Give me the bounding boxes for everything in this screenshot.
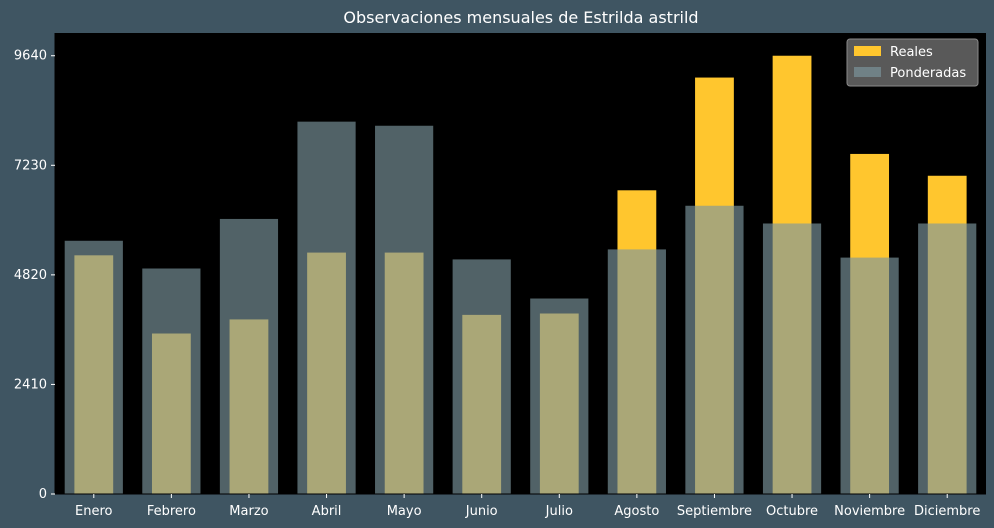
x-tick-label: Noviembre: [834, 504, 905, 519]
x-tick-label: Enero: [75, 504, 113, 519]
x-tick-label: Junio: [465, 504, 498, 519]
bar-ponderadas-septiembre: [685, 205, 744, 494]
x-tick-label: Septiembre: [677, 504, 752, 519]
y-tick-label: 2410: [14, 377, 47, 392]
chart-title: Observaciones mensuales de Estrilda astr…: [343, 8, 698, 27]
bar-ponderadas-noviembre: [840, 257, 899, 494]
bar-ponderadas-octubre: [762, 223, 822, 494]
plot-area: [55, 33, 986, 494]
y-tick-label: 0: [39, 487, 47, 502]
bar-ponderadas-febrero: [142, 268, 201, 494]
bar-ponderadas-diciembre: [918, 223, 977, 494]
bar-ponderadas-agosto: [607, 249, 666, 494]
y-tick-label: 7230: [14, 158, 47, 173]
x-tick-label: Marzo: [229, 504, 268, 519]
x-tick-label: Diciembre: [914, 504, 980, 519]
y-tick-label: 4820: [14, 268, 47, 283]
ponderadas-bars: [64, 121, 977, 495]
axes: 0 2410 4820 7230 9640 Enero Febrero Marzo Abril M…: [14, 33, 986, 519]
x-tick-label: Octubre: [766, 504, 818, 519]
bar-ponderadas-abril: [297, 121, 356, 495]
bar-ponderadas-junio: [452, 259, 511, 494]
legend: Reales Ponderadas: [846, 38, 979, 87]
bar-ponderadas-marzo: [219, 218, 279, 495]
legend-label: Reales: [890, 45, 933, 60]
legend-swatch: [854, 67, 881, 77]
bar-ponderadas-enero: [64, 240, 123, 494]
y-tick-label: 9640: [14, 49, 47, 64]
legend-swatch: [854, 46, 881, 56]
x-tick-label: Julio: [545, 504, 573, 519]
x-tick-label: Febrero: [147, 504, 196, 519]
bar-ponderadas-julio: [530, 298, 589, 494]
x-tick-label: Agosto: [614, 504, 659, 519]
legend-label: Ponderadas: [890, 66, 966, 81]
x-tick-label: Abril: [312, 504, 342, 519]
x-tick-label: Mayo: [387, 504, 422, 519]
bar-ponderadas-mayo: [375, 125, 434, 495]
